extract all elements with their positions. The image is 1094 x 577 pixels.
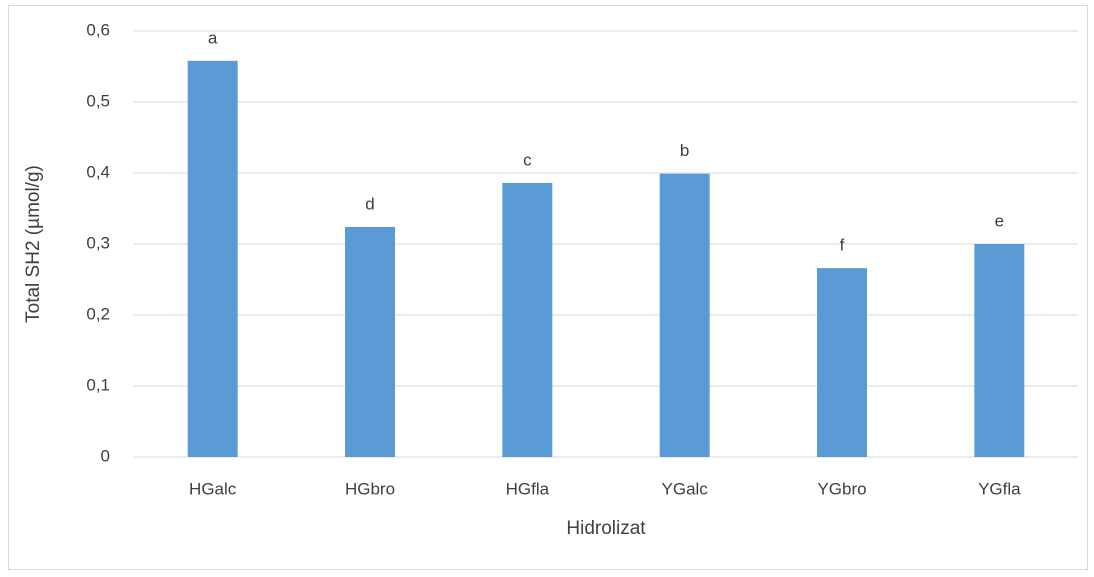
x-tick-label: HGfla	[506, 479, 550, 498]
x-tick-label: HGbro	[345, 479, 395, 498]
x-tick-label: YGalc	[662, 479, 709, 498]
x-tick-label: YGfla	[978, 479, 1021, 498]
annotation: c	[523, 150, 532, 169]
y-tick-label: 0,4	[86, 162, 110, 181]
y-axis-label: Total SH2 (µmol/g)	[23, 165, 44, 323]
y-tick-label: 0,1	[86, 375, 110, 394]
x-axis-label: Hidrolizat	[566, 518, 646, 539]
annotation: e	[995, 211, 1004, 230]
y-tick-label: 0,3	[86, 233, 110, 252]
bar	[502, 182, 553, 457]
annotation: a	[208, 28, 218, 47]
annotation: f	[840, 236, 845, 255]
y-tick-label: 0,5	[86, 91, 110, 110]
bar	[974, 244, 1025, 457]
annotation: d	[365, 194, 374, 213]
bar	[817, 268, 867, 457]
bar	[187, 60, 238, 457]
x-tick-label: HGalc	[189, 479, 237, 498]
bar	[659, 173, 710, 457]
y-tick-label: 0,6	[86, 20, 110, 39]
y-tick-label: 0,2	[86, 304, 110, 323]
x-tick-label: YGbro	[817, 479, 866, 498]
annotation: b	[680, 141, 689, 160]
bar	[345, 226, 395, 457]
y-tick-label: 0	[101, 446, 110, 465]
